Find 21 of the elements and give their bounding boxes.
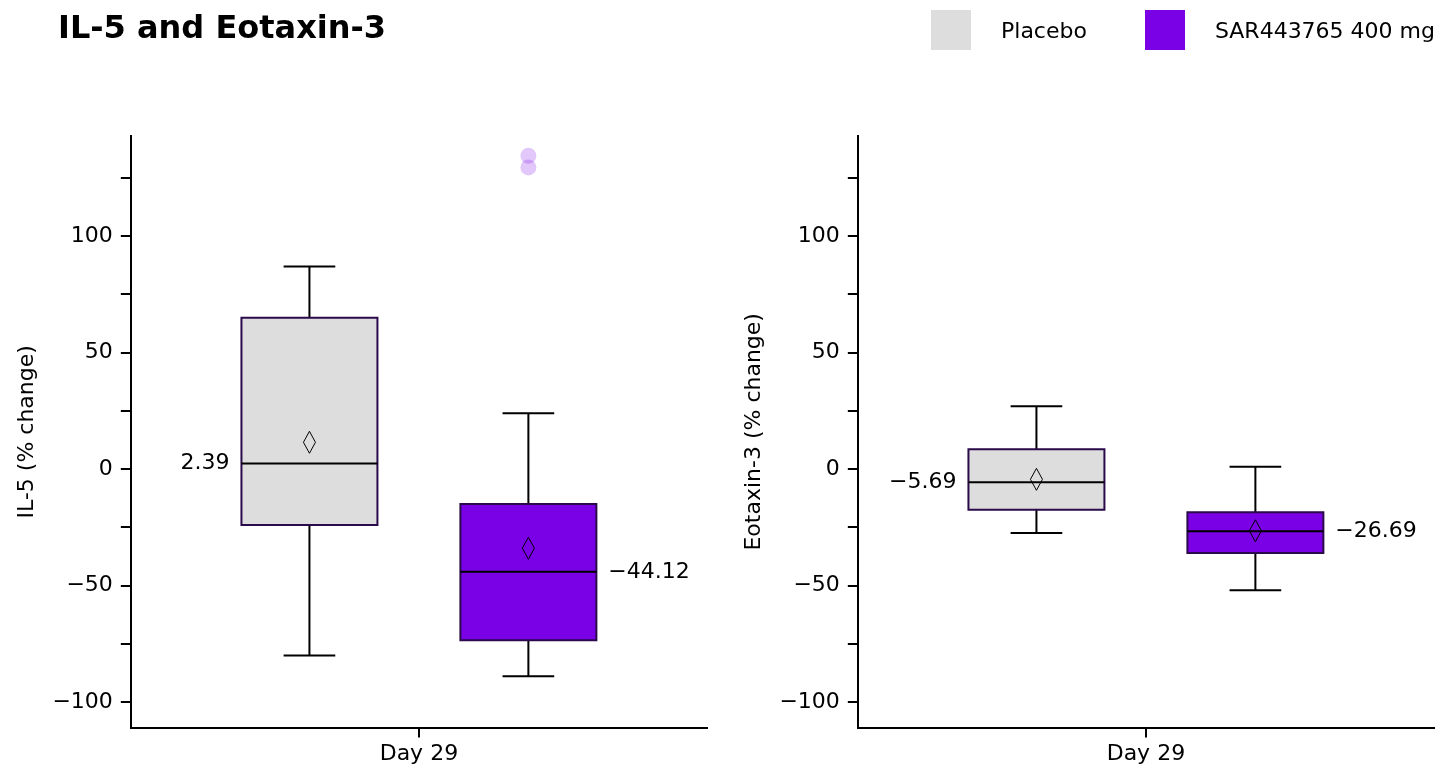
text: −26.69: [1335, 516, 1417, 542]
y-tick-label: 0: [825, 454, 840, 480]
legend-label: Placebo: [1001, 17, 1087, 43]
y-tick-label: 0: [98, 454, 113, 480]
y-axis-title: IL-5 (% change): [12, 345, 38, 519]
y-tick-label: −50: [66, 571, 113, 597]
text: −44.12: [608, 557, 690, 583]
chart-title: IL-5 and Eotaxin-3: [58, 8, 387, 46]
y-tick-label: 100: [797, 221, 840, 247]
y-tick-label: 50: [811, 338, 840, 364]
y-tick-label: −100: [779, 687, 840, 713]
x-tick-label: Day 29: [379, 739, 459, 765]
text: −5.69: [889, 468, 957, 494]
y-tick-label: 100: [70, 221, 113, 247]
y-tick-label: −50: [793, 571, 840, 597]
y-tick-label: 50: [84, 338, 113, 364]
text: 2.39: [180, 449, 230, 475]
x-tick-label: Day 29: [1106, 739, 1186, 765]
legend-label: SAR443765 400 mg: [1214, 17, 1435, 43]
y-tick-label: −100: [52, 687, 113, 713]
y-axis-title: Eotaxin-3 (% change): [739, 313, 765, 551]
